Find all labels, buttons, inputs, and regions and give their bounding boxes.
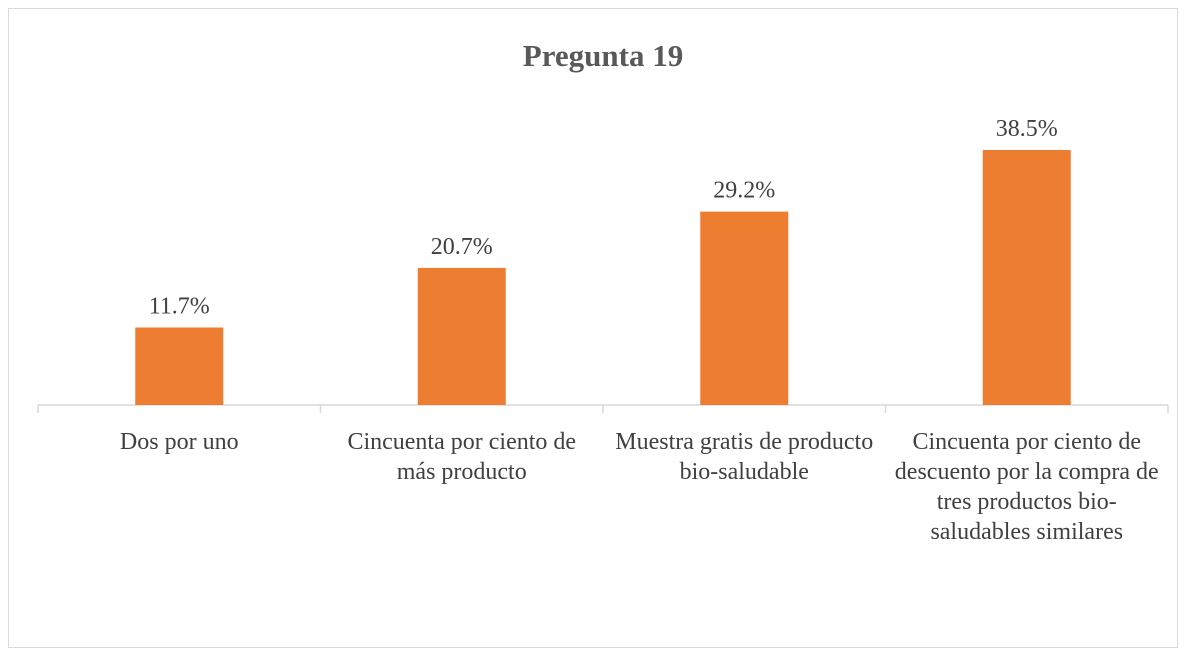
data-label: 29.2% (713, 178, 775, 204)
x-tick-label: Muestra gratis de producto bio-saludable (615, 429, 874, 485)
x-tick-label: Cincuenta por ciento de descuento por la… (894, 429, 1159, 545)
bar (135, 327, 224, 405)
data-label: 20.7% (431, 234, 493, 260)
bar (700, 211, 789, 405)
x-tick-label: Dos por uno (119, 429, 239, 455)
bar (417, 267, 506, 405)
x-tick-label: Cincuenta por ciento de más producto (347, 429, 577, 485)
chart: Pregunta 19 11.7% 20.7% 29.2% 38.5% (37, 38, 1169, 413)
page: Pregunta 19 11.7%20.7%29.2%38.5% (() => … (8, 8, 1178, 648)
data-label: 11.7% (149, 294, 210, 320)
chart-title: Pregunta 19 (523, 38, 683, 73)
bar (982, 150, 1071, 405)
data-label: 38.5% (996, 116, 1058, 142)
